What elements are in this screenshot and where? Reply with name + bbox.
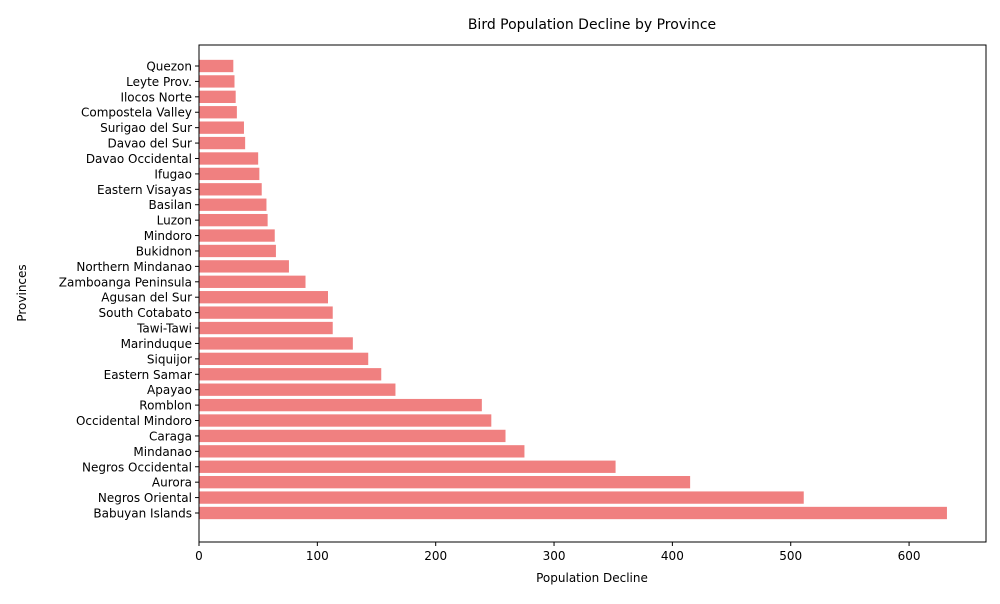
y-tick-label: Apayao: [147, 383, 192, 397]
bar: [199, 460, 616, 473]
x-tick-label: 600: [898, 549, 921, 563]
bar: [199, 491, 804, 504]
y-tick-label: Davao Occidental: [86, 152, 192, 166]
bar: [199, 244, 276, 258]
y-tick-label: Negros Occidental: [82, 460, 192, 474]
bar: [199, 275, 306, 288]
y-tick-label: Caraga: [149, 429, 192, 443]
bar: [199, 75, 235, 88]
bar: [199, 121, 244, 134]
x-tick-label: 400: [661, 549, 684, 563]
y-tick-label: Eastern Samar: [104, 368, 192, 382]
bar: [199, 306, 333, 319]
bar: [199, 167, 260, 181]
x-tick-label: 500: [779, 549, 802, 563]
y-tick-label: Quezon: [146, 60, 192, 74]
y-tick-label: Luzon: [157, 214, 192, 228]
y-tick-label: Bukidnon: [136, 244, 192, 258]
y-tick-label: Siquijor: [147, 352, 192, 366]
y-tick-label: Ilocos Norte: [120, 90, 192, 104]
bar: [199, 476, 691, 489]
bar: [199, 352, 369, 366]
bar: [199, 445, 525, 458]
bar: [199, 229, 275, 242]
bar: [199, 136, 246, 150]
plot-frame: [198, 44, 987, 543]
bar: [199, 337, 353, 350]
bar: [199, 59, 234, 73]
bar: [199, 213, 268, 227]
x-axis: 0 100 200 300 400 500 600: [195, 542, 921, 563]
y-tick-label: Tawi-Tawi: [136, 322, 192, 336]
y-tick-label: Babuyan Islands: [93, 507, 192, 521]
y-tick-label: Compostela Valley: [81, 106, 192, 120]
y-tick-label: Mindoro: [144, 229, 192, 243]
y-tick-label: Mindanao: [133, 445, 192, 459]
y-tick-label: Ifugao: [154, 167, 192, 181]
y-tick-label: Occidental Mindoro: [76, 414, 192, 428]
y-tick-label: Leyte Prov.: [126, 75, 192, 89]
bar: [199, 429, 506, 443]
y-tick-label: Davao del Sur: [107, 137, 192, 151]
y-tick-label: Northern Mindanao: [76, 260, 192, 274]
y-tick-label: Eastern Visayas: [97, 183, 192, 197]
bar: [199, 291, 328, 304]
x-tick-label: 0: [195, 549, 203, 563]
x-tick-label: 300: [543, 549, 566, 563]
bar: [199, 183, 262, 196]
bar: [199, 106, 237, 119]
y-tick-label: Agusan del Sur: [101, 291, 192, 305]
bar: [199, 260, 289, 273]
y-tick-label: Aurora: [152, 476, 192, 490]
y-tick-label: South Cotabato: [99, 306, 193, 320]
y-tick-label: Romblon: [139, 399, 192, 413]
x-tick-label: 100: [306, 549, 329, 563]
bar: [199, 398, 482, 412]
bar: [199, 368, 382, 381]
bar: [199, 152, 259, 165]
x-tick-label: 200: [424, 549, 447, 563]
y-tick-label: Zamboanga Peninsula: [59, 275, 192, 289]
bar: [199, 414, 492, 427]
x-axis-label: Population Decline: [536, 571, 648, 585]
y-tick-label: Negros Oriental: [98, 491, 192, 505]
bar: [199, 90, 236, 103]
chart-title: Bird Population Decline by Province: [468, 17, 716, 33]
y-tick-label: Marinduque: [121, 337, 192, 351]
y-axis-label: Provinces: [15, 264, 29, 321]
bar: [199, 321, 333, 335]
bar: [199, 506, 947, 520]
bars-layer: [199, 59, 947, 520]
y-tick-label: Surigao del Sur: [100, 121, 192, 135]
bar: [199, 198, 267, 211]
bar: [199, 383, 396, 396]
y-tick-label: Basilan: [149, 198, 192, 212]
